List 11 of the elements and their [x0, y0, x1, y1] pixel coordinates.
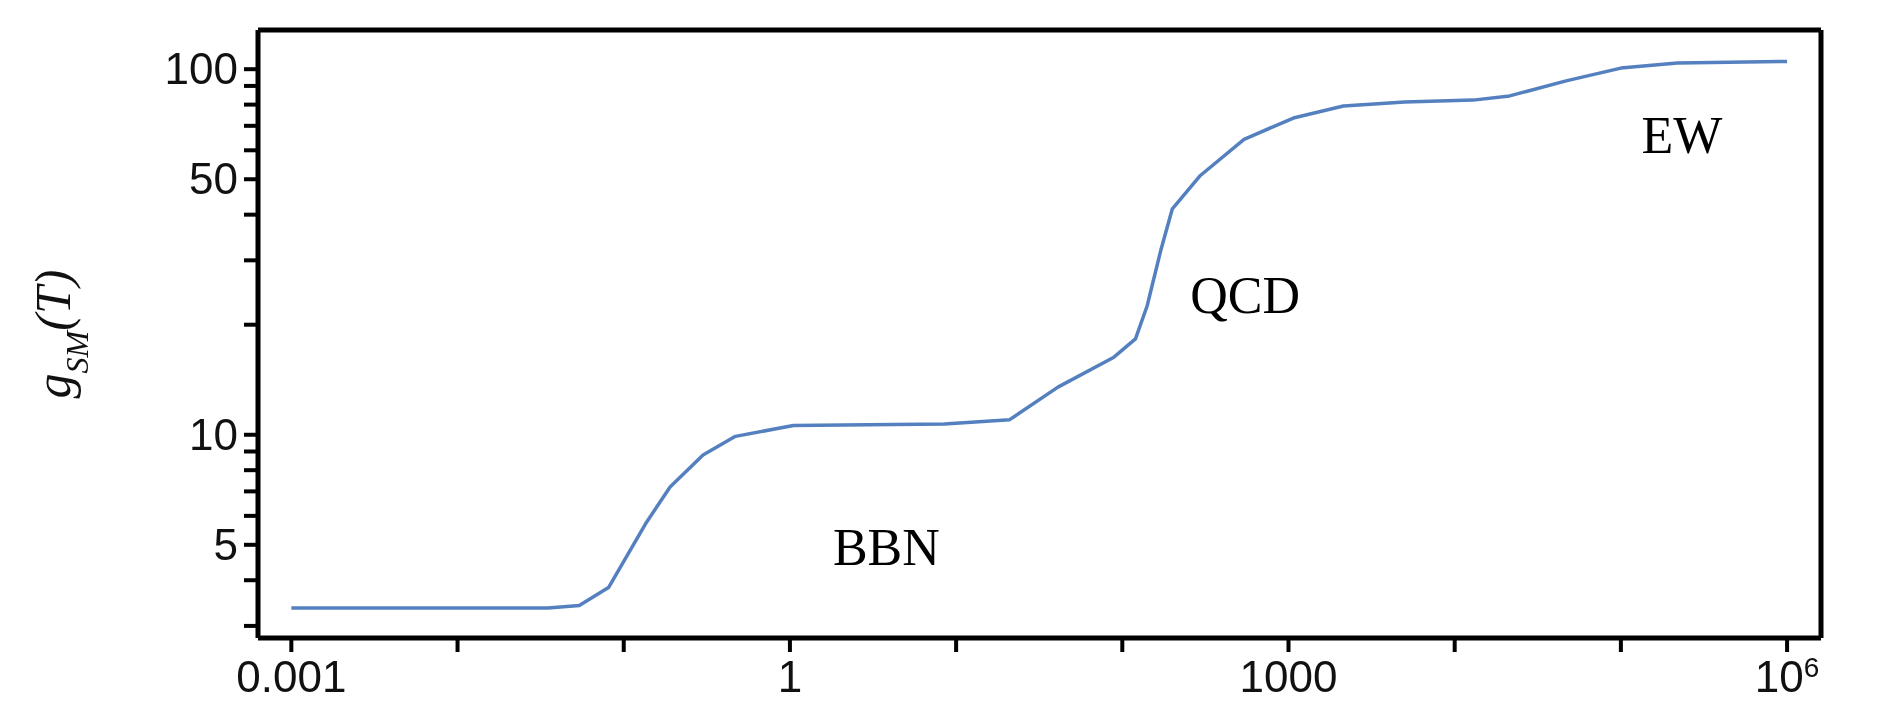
y-tick-label: 50 — [189, 154, 238, 204]
y-tick-label: 100 — [164, 44, 238, 94]
annotation: QCD — [1190, 266, 1301, 324]
y-tick-label: 5 — [213, 519, 238, 569]
y-tick-label: 10 — [189, 409, 238, 459]
x-tick-label: 0.001 — [236, 652, 347, 701]
x-tick-label: 10$^{6}$ — [1754, 651, 1820, 701]
x-tick-label: 1 — [777, 652, 803, 701]
annotation: BBN — [832, 518, 940, 576]
annotation: EW — [1641, 106, 1723, 164]
x-tick-label: 1000 — [1239, 652, 1338, 701]
